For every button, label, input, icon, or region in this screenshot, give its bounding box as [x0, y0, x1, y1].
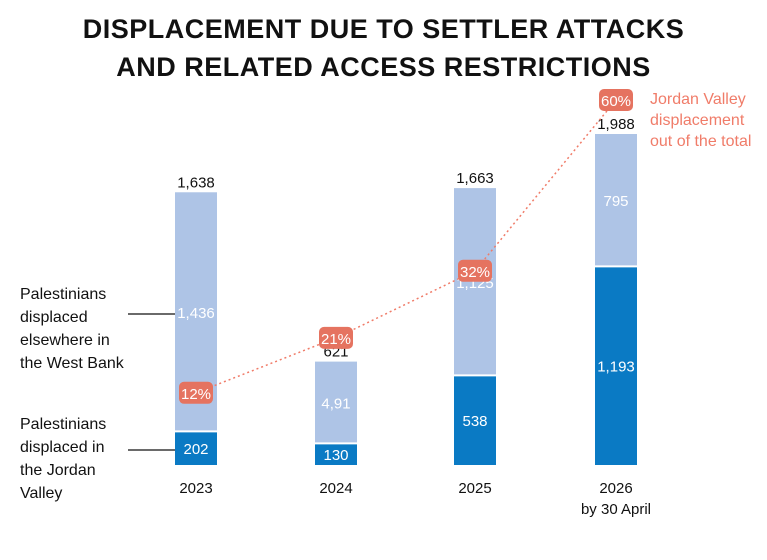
value-label-elsewhere-3: 795: [603, 193, 628, 210]
bar-jordan-valley-2: [454, 375, 496, 465]
legend-elsewhere-line-3: the West Bank: [20, 355, 125, 372]
chart-title-line-1: DISPLACEMENT DUE TO SETTLER ATTACKS: [82, 14, 685, 44]
value-label-jordan-valley-2: 538: [462, 413, 487, 430]
legend-share-line-0: Jordan Valley: [650, 91, 746, 108]
legend-jordan-valley-line-3: Valley: [20, 485, 62, 502]
chart-title-line-2: AND RELATED ACCESS RESTRICTIONS: [116, 52, 651, 82]
bar-elsewhere-1: [315, 361, 357, 444]
bar-jordan-valley-0: [175, 431, 217, 465]
value-label-jordan-valley-1: 130: [323, 447, 348, 464]
legend-elsewhere-line-1: displaced: [20, 309, 88, 326]
bar-jordan-valley-3: [595, 266, 637, 465]
value-label-elsewhere-1: 4,91: [321, 395, 350, 412]
x-tick-label-2: 2025: [458, 480, 491, 497]
share-label-0: 12%: [181, 386, 211, 403]
total-label-2: 1,663: [456, 170, 494, 187]
x-tick-sublabel-3: by 30 April: [581, 501, 651, 518]
share-label-1: 21%: [321, 331, 351, 348]
share-badge-1: [319, 326, 353, 349]
chart-title: DISPLACEMENT DUE TO SETTLER ATTACKS AND …: [0, 10, 767, 86]
legend-share-line-1: displacement: [650, 112, 745, 129]
legend-elsewhere-line-2: elsewhere in: [20, 332, 110, 349]
share-line: [195, 99, 617, 394]
legend-jordan-valley-line-2: the Jordan: [20, 462, 96, 479]
bar-jordan-valley-1: [315, 443, 357, 465]
legend-share-line-2: out of the total: [650, 133, 751, 150]
total-label-0: 1,638: [177, 174, 215, 191]
share-label-2: 32%: [460, 264, 490, 281]
value-label-jordan-valley-0: 202: [183, 441, 208, 458]
legend-jordan-valley-line-1: displaced in: [20, 439, 105, 456]
value-label-jordan-valley-3: 1,193: [597, 359, 635, 376]
value-label-elsewhere-0: 1,436: [177, 305, 215, 322]
legend-elsewhere-line-0: Palestinians: [20, 286, 106, 303]
x-tick-label-3: 2026: [599, 480, 632, 497]
total-label-3: 1,988: [597, 116, 635, 133]
share-label-3: 60%: [601, 93, 631, 110]
legend-jordan-valley-line-0: Palestinians: [20, 416, 106, 433]
share-badge-0: [179, 381, 213, 404]
bar-elsewhere-3: [595, 134, 637, 267]
share-badge-3: [599, 89, 633, 111]
x-tick-label-0: 2023: [179, 480, 212, 497]
share-badge-2: [458, 259, 492, 282]
x-tick-label-1: 2024: [319, 480, 352, 497]
